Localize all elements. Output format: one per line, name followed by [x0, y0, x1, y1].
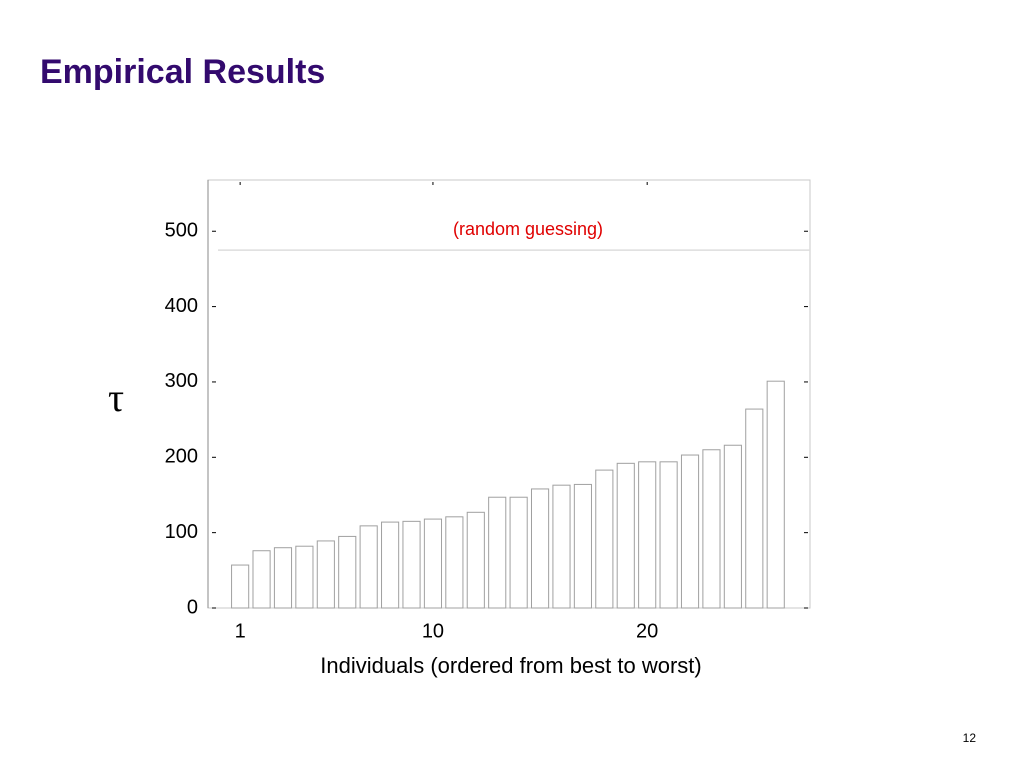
bar: [509, 496, 528, 609]
bar: [552, 484, 571, 609]
y-tick-label: 400: [165, 295, 198, 317]
bar: [659, 461, 678, 609]
reference-label: (random guessing): [453, 219, 603, 239]
y-axis-label: τ: [108, 375, 124, 420]
slide-title: Empirical Results: [40, 53, 325, 91]
bar: [273, 547, 293, 609]
bar: [616, 462, 635, 609]
bar: [338, 535, 357, 609]
bar: [231, 564, 250, 609]
x-tick-label: 1: [235, 620, 246, 642]
bar: [445, 516, 464, 609]
bar: [766, 380, 785, 609]
bar: [381, 521, 400, 609]
bar: [702, 449, 721, 609]
y-tick-label: 0: [187, 596, 198, 618]
bar: [530, 488, 550, 609]
bar: [745, 408, 764, 609]
x-axis-label: Individuals (ordered from best to worst): [320, 653, 702, 678]
y-tick-label: 300: [165, 370, 198, 392]
y-tick-label: 100: [165, 521, 198, 543]
bar: [316, 540, 335, 609]
bar: [423, 518, 443, 609]
bar: [359, 525, 378, 609]
bar: [595, 469, 614, 609]
bar: [488, 496, 507, 609]
bar: [638, 461, 657, 609]
bar: [680, 454, 700, 609]
bar: [573, 483, 592, 609]
x-tick-label: 10: [422, 620, 444, 642]
bar: [723, 444, 742, 609]
x-tick-label: 20: [636, 620, 658, 642]
page-number: 12: [963, 731, 977, 745]
y-tick-label: 500: [165, 220, 198, 242]
bar: [295, 545, 314, 609]
y-tick-label: 200: [165, 446, 198, 468]
bar: [466, 511, 485, 609]
bar: [402, 520, 421, 609]
bar: [252, 550, 271, 609]
